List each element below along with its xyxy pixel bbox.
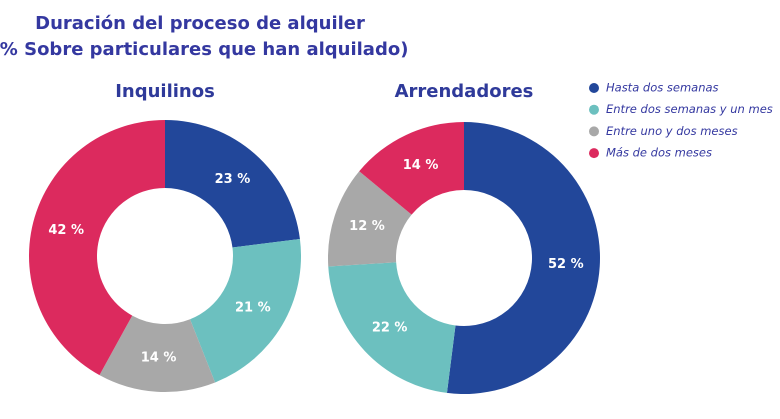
donut-segment [446,122,600,394]
donut-segment [28,120,165,376]
legend-marker [589,148,599,159]
chart-title: Duración del proceso de alquiler [35,13,365,34]
chart-subtitle: (% Sobre particulares que han alquilado) [0,39,408,60]
legend-marker [589,126,599,137]
donut-segment [165,120,300,248]
donut-segment [359,122,464,215]
data-label: 14 % [141,350,177,365]
data-label: 21 % [235,300,271,315]
chart-subtitle: Arrendadores [395,81,534,102]
donut-segment [328,171,412,267]
data-label: 12 % [349,219,385,234]
donut-segment [328,262,456,393]
legend-label: Entre dos semanas y un mes [606,102,773,116]
legend-label: Más de dos meses [606,146,712,160]
legend-label: Entre uno y dos meses [606,124,738,138]
data-label: 23 % [215,172,251,187]
data-label: 52 % [548,257,584,272]
donut-segment [190,238,302,383]
legend-marker [589,83,599,93]
chart-subtitle: Inquilinos [115,81,215,102]
data-label: 42 % [48,223,84,238]
donut-segment [99,315,216,392]
data-label: 22 % [372,320,408,335]
data-label: 14 % [403,158,439,173]
legend-marker [589,104,599,115]
legend-label: Hasta dos semanas [606,81,719,95]
